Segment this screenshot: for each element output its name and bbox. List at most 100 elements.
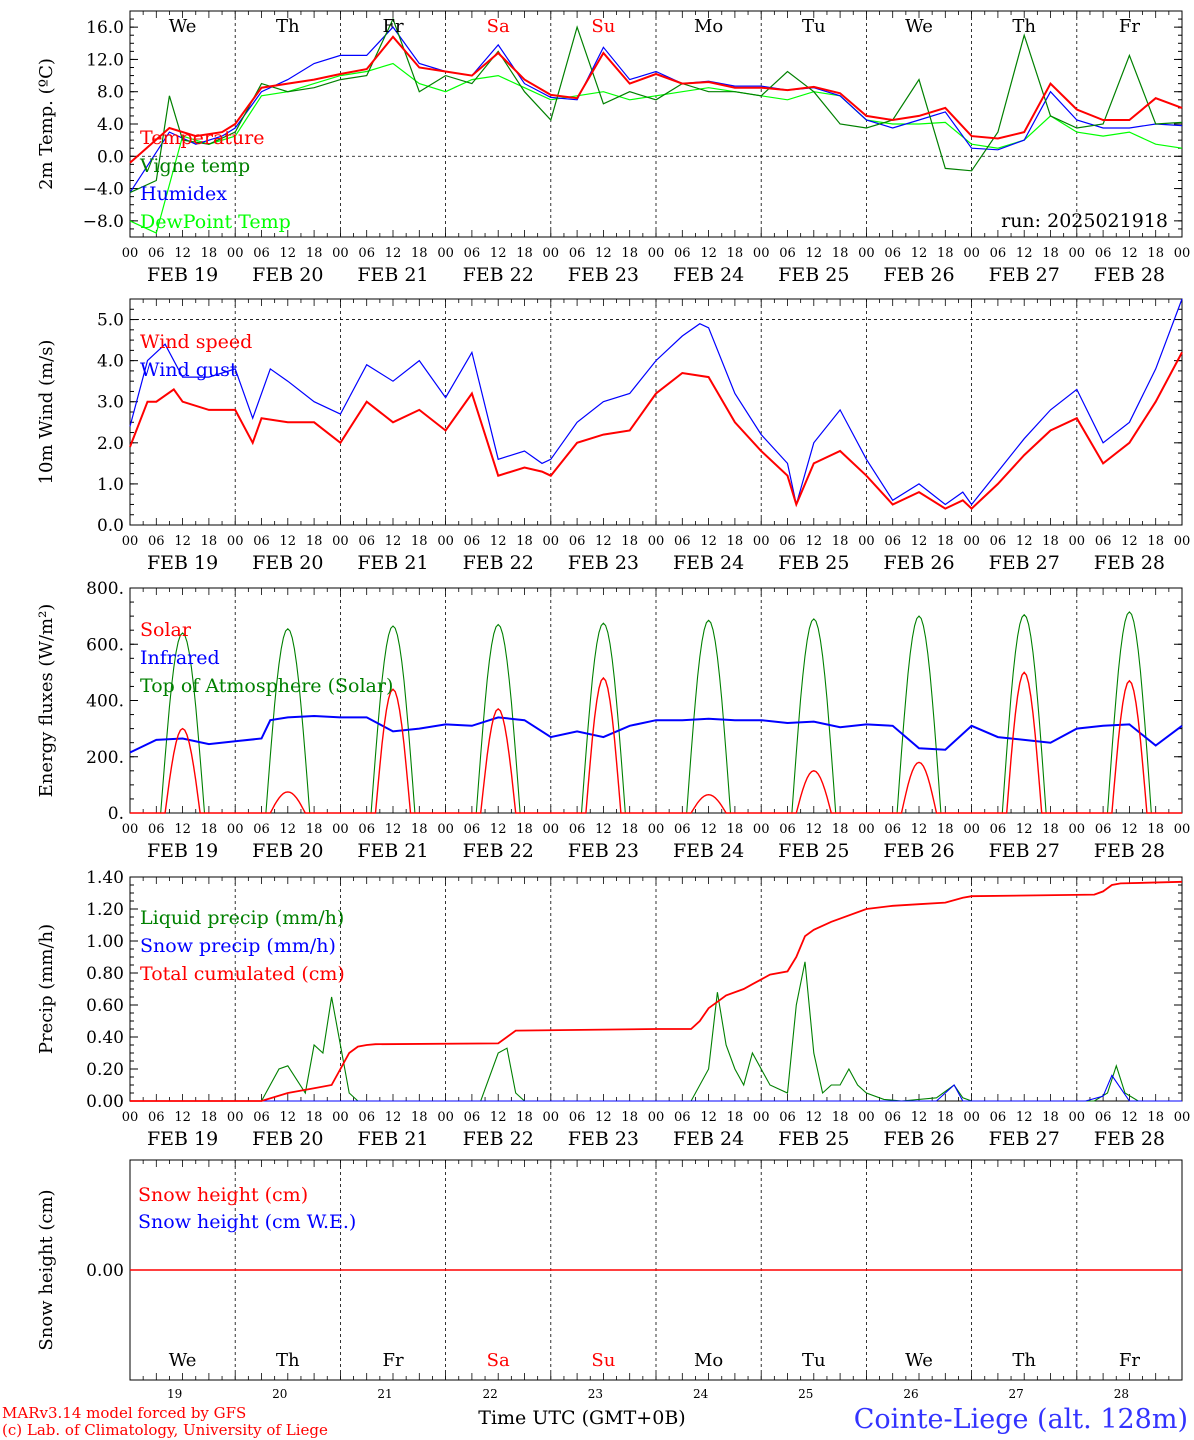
- hour-tick-label: 06: [1095, 1110, 1112, 1125]
- hour-tick-label: 00: [227, 822, 244, 837]
- hour-tick-label: 12: [911, 534, 928, 549]
- legend-entry: Snow height (cm W.E.): [138, 1211, 356, 1233]
- series-line-solar: [130, 671, 1182, 814]
- legend-entry: Temperature: [140, 127, 264, 149]
- hour-tick-label: 00: [1069, 534, 1086, 549]
- hour-tick-label: 12: [174, 246, 191, 261]
- y-tick-label: 16.0: [86, 18, 124, 38]
- date-label: FEB 26: [883, 264, 954, 286]
- y-tick-label: −4.0: [83, 180, 124, 200]
- hour-tick-label: 18: [1042, 1110, 1059, 1125]
- legend-entry: Vigne temp: [139, 155, 250, 177]
- y-tick-label: −8.0: [83, 212, 124, 232]
- date-label: FEB 23: [568, 264, 639, 286]
- hour-tick-label: 00: [122, 822, 139, 837]
- date-label: FEB 26: [883, 552, 954, 574]
- series-line-snow-precip-mm-h-: [130, 1074, 1182, 1102]
- hour-tick-label: 18: [201, 246, 218, 261]
- hour-tick-label: 06: [569, 1110, 586, 1125]
- y-axis-label: Energy fluxes (W/m²): [36, 604, 57, 798]
- hour-tick-label: 12: [1016, 1110, 1033, 1125]
- date-label: FEB 20: [252, 552, 323, 574]
- hour-tick-label: 12: [385, 1110, 402, 1125]
- hour-tick-label: 18: [621, 534, 638, 549]
- hour-tick-label: 18: [516, 534, 533, 549]
- weekday-label: Tu: [802, 16, 826, 37]
- series-line-wind-speed: [129, 351, 1183, 510]
- weekday-label: Th: [276, 1350, 300, 1371]
- hour-tick-label: 12: [595, 534, 612, 549]
- y-tick-label: 200.: [86, 748, 124, 768]
- y-tick-label: 0.00: [86, 1092, 124, 1112]
- day-number: 24: [693, 1387, 709, 1401]
- day-number: 21: [377, 1387, 392, 1401]
- hour-tick-label: 12: [700, 534, 717, 549]
- hour-tick-label: 18: [832, 534, 849, 549]
- hour-tick-label: 06: [569, 822, 586, 837]
- date-label: FEB 19: [147, 264, 218, 286]
- hour-tick-label: 00: [963, 246, 980, 261]
- hour-tick-label: 00: [753, 822, 770, 837]
- hour-tick-label: 18: [621, 246, 638, 261]
- panel-4: 0.00 0.20 0.40 0.60 0.80 1.00 1.20 1.40 Precip (…: [36, 868, 1190, 1150]
- date-label: FEB 19: [147, 840, 218, 862]
- y-tick-label: 0.: [108, 804, 124, 824]
- date-label: FEB 28: [1094, 552, 1165, 574]
- weekday-label: Su: [591, 16, 615, 37]
- x-axis-label: Time UTC (GMT+0B): [478, 1407, 685, 1429]
- hour-tick-label: 12: [1121, 822, 1138, 837]
- date-label: FEB 25: [778, 1128, 849, 1150]
- date-label: FEB 21: [357, 840, 428, 862]
- hour-tick-label: 06: [884, 822, 901, 837]
- model-credit: MARv3.14 model forced by GFS: [2, 1404, 246, 1422]
- hour-tick-label: 12: [700, 246, 717, 261]
- y-tick-label: 1.0: [97, 475, 124, 495]
- hour-tick-label: 12: [595, 1110, 612, 1125]
- date-label: FEB 23: [568, 552, 639, 574]
- hour-tick-label: 12: [911, 822, 928, 837]
- legend-entry: Infrared: [140, 647, 220, 669]
- hour-tick-label: 00: [753, 1110, 770, 1125]
- weekday-label: Fr: [1119, 1350, 1140, 1371]
- y-axis-label: Precip (mm/h): [36, 924, 57, 1054]
- series-line-dewpoint-temp: [129, 62, 1183, 234]
- hour-tick-label: 12: [385, 822, 402, 837]
- hour-tick-label: 12: [174, 822, 191, 837]
- y-tick-label: 400.: [86, 692, 124, 712]
- y-tick-label: 0.80: [86, 964, 124, 984]
- hour-tick-label: 12: [911, 1110, 928, 1125]
- date-label: FEB 26: [883, 1128, 954, 1150]
- hour-tick-label: 18: [1042, 246, 1059, 261]
- weekday-label: We: [169, 1350, 197, 1371]
- hour-tick-label: 06: [674, 534, 691, 549]
- hour-tick-label: 18: [306, 822, 323, 837]
- hour-tick-label: 06: [569, 246, 586, 261]
- legend-entry: DewPoint Temp: [140, 211, 291, 233]
- hour-tick-label: 00: [122, 1110, 139, 1125]
- y-tick-label: 0.20: [86, 1060, 124, 1080]
- hour-tick-label: 18: [411, 822, 428, 837]
- hour-tick-label: 00: [227, 1110, 244, 1125]
- hour-tick-label: 18: [1147, 822, 1164, 837]
- hour-tick-label: 06: [358, 534, 375, 549]
- hour-tick-label: 00: [227, 246, 244, 261]
- y-tick-label: 2.0: [97, 434, 124, 454]
- hour-tick-label: 06: [779, 1110, 796, 1125]
- legend-entry: Top of Atmosphere (Solar): [140, 675, 393, 697]
- hour-tick-label: 00: [437, 1110, 454, 1125]
- y-tick-label: 4.0: [97, 115, 124, 135]
- hour-tick-label: 00: [1069, 1110, 1086, 1125]
- date-label: FEB 21: [357, 552, 428, 574]
- hour-tick-label: 00: [963, 534, 980, 549]
- y-axis-label: Snow height (cm): [36, 1189, 57, 1350]
- y-tick-label: 0.40: [86, 1028, 124, 1048]
- y-tick-label: 1.00: [86, 932, 124, 952]
- series-line-humidex: [129, 26, 1183, 193]
- date-label: FEB 24: [673, 264, 744, 286]
- hour-tick-label: 12: [1016, 822, 1033, 837]
- weekday-label: Su: [591, 1350, 615, 1371]
- hour-tick-label: 18: [1147, 534, 1164, 549]
- legend-entry: Snow height (cm): [138, 1184, 308, 1206]
- hour-tick-label: 00: [543, 534, 560, 549]
- y-tick-label: 5.0: [97, 311, 124, 331]
